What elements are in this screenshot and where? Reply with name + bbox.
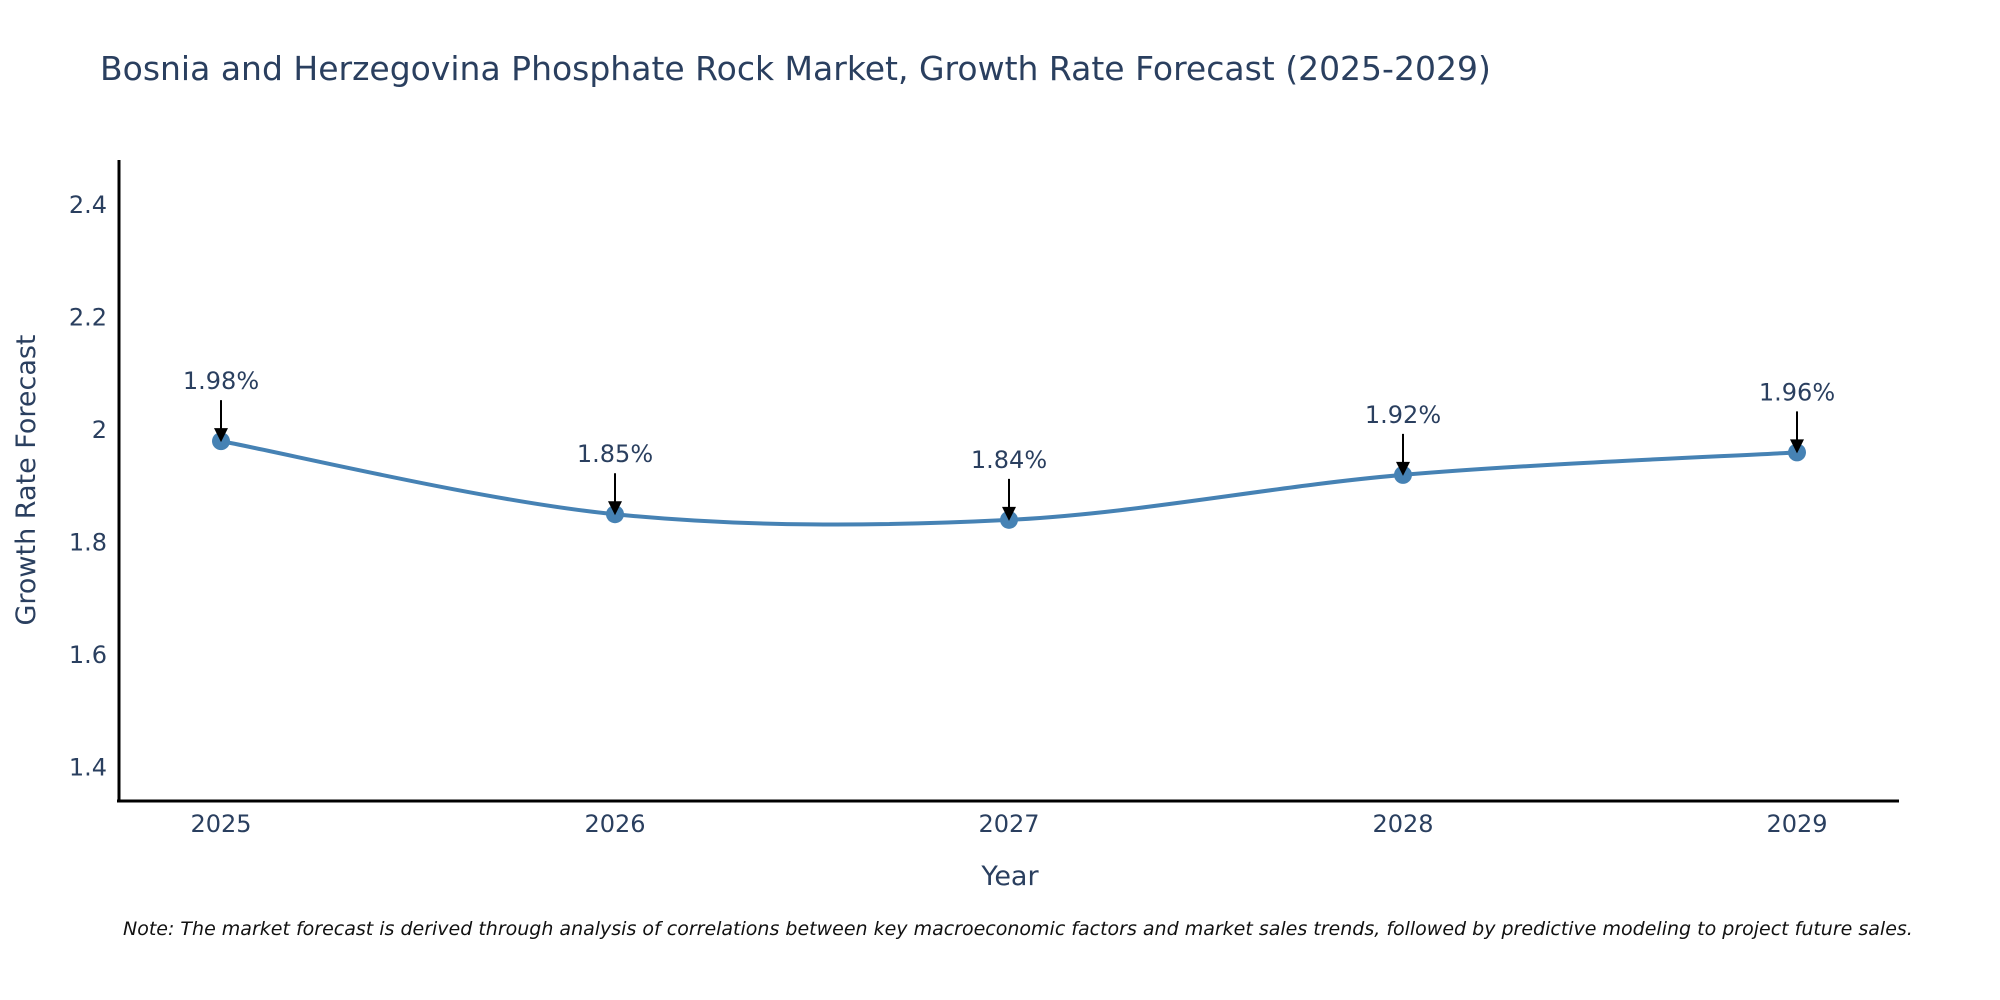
data-label: 1.84% — [971, 446, 1047, 474]
x-tick-label: 2029 — [1766, 810, 1827, 838]
x-tick-label: 2028 — [1372, 810, 1433, 838]
data-annotations: 1.98% 1.85% 1.84% 1.92% 1.96% — [183, 367, 1835, 521]
x-tick-label: 2027 — [978, 810, 1039, 838]
annotation-arrow-head — [1790, 439, 1804, 454]
annotation-arrow-head — [1396, 461, 1410, 476]
y-tick-label: 2 — [92, 416, 107, 444]
annotation-arrow-head — [214, 428, 228, 443]
data-label: 1.98% — [183, 367, 259, 395]
x-tick-labels: 2025 2026 2027 2028 2029 — [190, 810, 1827, 838]
chart-title: Bosnia and Herzegovina Phosphate Rock Ma… — [100, 49, 1491, 88]
y-tick-label: 1.8 — [69, 528, 107, 556]
y-tick-label: 2.2 — [69, 303, 107, 331]
annotation-arrow-head — [608, 501, 622, 516]
data-label: 1.96% — [1759, 378, 1835, 406]
data-label: 1.85% — [577, 440, 653, 468]
y-tick-label: 1.4 — [69, 753, 107, 781]
footnote: Note: The market forecast is derived thr… — [123, 918, 1913, 940]
y-tick-label: 1.6 — [69, 641, 107, 669]
y-axis-label: Growth Rate Forecast — [11, 334, 42, 625]
axes — [117, 160, 1899, 803]
x-tick-label: 2025 — [190, 810, 251, 838]
y-tick-label: 2.4 — [69, 191, 107, 219]
x-axis-label: Year — [980, 861, 1039, 892]
data-label: 1.92% — [1365, 401, 1441, 429]
x-tick-label: 2026 — [584, 810, 645, 838]
y-tick-labels: 1.4 1.6 1.8 2 2.2 2.4 — [69, 191, 107, 781]
annotation-arrow-head — [1002, 506, 1016, 521]
